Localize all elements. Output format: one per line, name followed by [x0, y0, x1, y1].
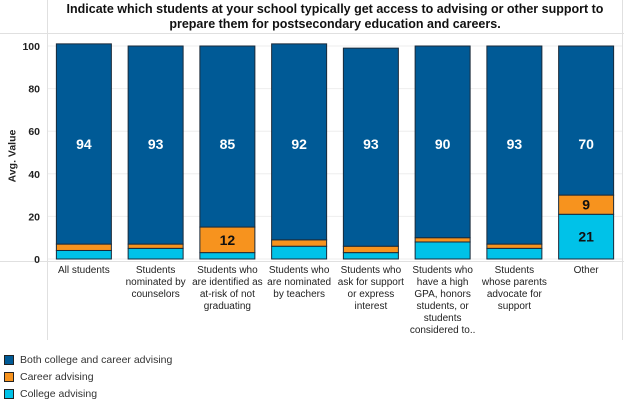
legend-label: Career advising [20, 370, 94, 383]
bar-segment [486, 45, 543, 245]
x-tick-label: Students [136, 265, 175, 276]
x-tick-label: at-risk of not [200, 289, 255, 300]
legend-item[interactable]: Both college and career advising [4, 351, 172, 368]
x-tick-label: GPA, honors [414, 289, 471, 300]
bar-segment [55, 249, 112, 260]
y-tick-label: 60 [28, 126, 40, 138]
data-label: 92 [291, 136, 307, 152]
x-tick-label: Students who [341, 265, 402, 276]
x-tick-label: support [498, 301, 532, 312]
legend-swatch [4, 354, 14, 365]
x-tick-label: Students who [269, 265, 330, 276]
y-tick-label: 80 [28, 84, 40, 96]
bar-segment [127, 247, 184, 260]
data-label: 9 [582, 197, 590, 213]
x-tick-label: Students [495, 265, 534, 276]
x-tick-label: All students [58, 265, 110, 276]
y-tick-label: 40 [28, 169, 40, 181]
chart-title: Indicate which students at your school t… [66, 2, 604, 31]
y-tick-label: 100 [22, 41, 40, 53]
data-label: 90 [435, 136, 451, 152]
bar-segment [342, 47, 399, 247]
data-label: 93 [363, 136, 379, 152]
bar-segment [271, 239, 328, 247]
x-tick-label: ask for support [338, 277, 404, 288]
bar-segment [558, 45, 615, 196]
bar-segment [414, 237, 471, 243]
bar-segment [342, 252, 399, 260]
data-label: 93 [148, 136, 164, 152]
title-divider [0, 33, 624, 34]
bar-segment [127, 45, 184, 245]
yaxis-divider [47, 0, 48, 340]
legend-item[interactable]: Career advising [4, 368, 172, 385]
bar-segment [414, 241, 471, 260]
data-label: 12 [220, 232, 236, 248]
x-tick-label: considered to.. [410, 325, 476, 336]
bar-segment [199, 45, 256, 228]
bar-segment [558, 213, 615, 260]
x-tick-label: interest [354, 301, 387, 312]
legend-item[interactable]: College advising [4, 385, 172, 402]
y-tick-label: 0 [34, 254, 40, 266]
legend-label: Both college and career advising [20, 353, 173, 366]
legend-label: College advising [20, 387, 98, 400]
x-tick-label: Students who [197, 265, 258, 276]
x-tick-label: whose parents [481, 277, 547, 288]
legend: Both college and career advising Career a… [4, 351, 172, 402]
x-tick-label: Other [574, 265, 600, 276]
data-label: 85 [220, 136, 236, 152]
x-tick-label: by teachers [273, 289, 325, 300]
x-tick-label: advocate for [487, 289, 543, 300]
data-label: 21 [578, 229, 594, 245]
data-label: 93 [507, 136, 523, 152]
data-label: 94 [76, 136, 92, 152]
bar-segment [271, 43, 328, 241]
bar-segment [342, 245, 399, 254]
bar-segment [271, 245, 328, 260]
bar-segment [486, 247, 543, 260]
bar-segment [486, 243, 543, 249]
data-label: 70 [578, 136, 594, 152]
x-tick-label: nominated by [126, 277, 186, 288]
bar-segment [55, 243, 112, 251]
x-tick-label: are identified as [192, 277, 263, 288]
x-tick-label: are nominated [267, 277, 331, 288]
x-tick-label: Students who [412, 265, 473, 276]
x-tick-label: students, or [416, 301, 469, 312]
x-tick-label: or express [348, 289, 395, 300]
bar-segment [55, 43, 112, 245]
y-tick-label: 20 [28, 211, 40, 223]
x-tick-label: students [424, 313, 462, 324]
bar-segment [414, 45, 471, 239]
right-border [622, 0, 623, 340]
legend-swatch [4, 388, 14, 399]
x-tick-label: graduating [204, 301, 251, 312]
axis-divider [0, 261, 624, 262]
bar-segment [199, 252, 256, 260]
x-tick-label: have a high [417, 277, 469, 288]
x-tick-label: counselors [131, 289, 179, 300]
bar-segment [127, 243, 184, 249]
legend-swatch [4, 371, 14, 382]
